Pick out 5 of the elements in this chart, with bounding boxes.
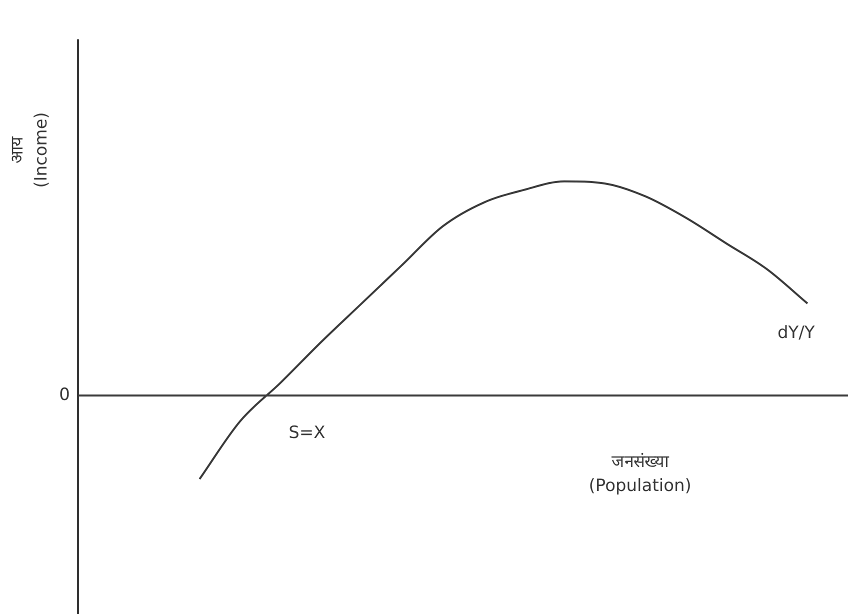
y-axis-title: आय (Income) — [7, 112, 52, 188]
annotation: dY/Y — [777, 322, 816, 343]
annotation: S=X — [288, 422, 326, 443]
text: 0 — [59, 384, 70, 405]
x-axis-title: जनसंख्या (Population) — [588, 452, 692, 496]
